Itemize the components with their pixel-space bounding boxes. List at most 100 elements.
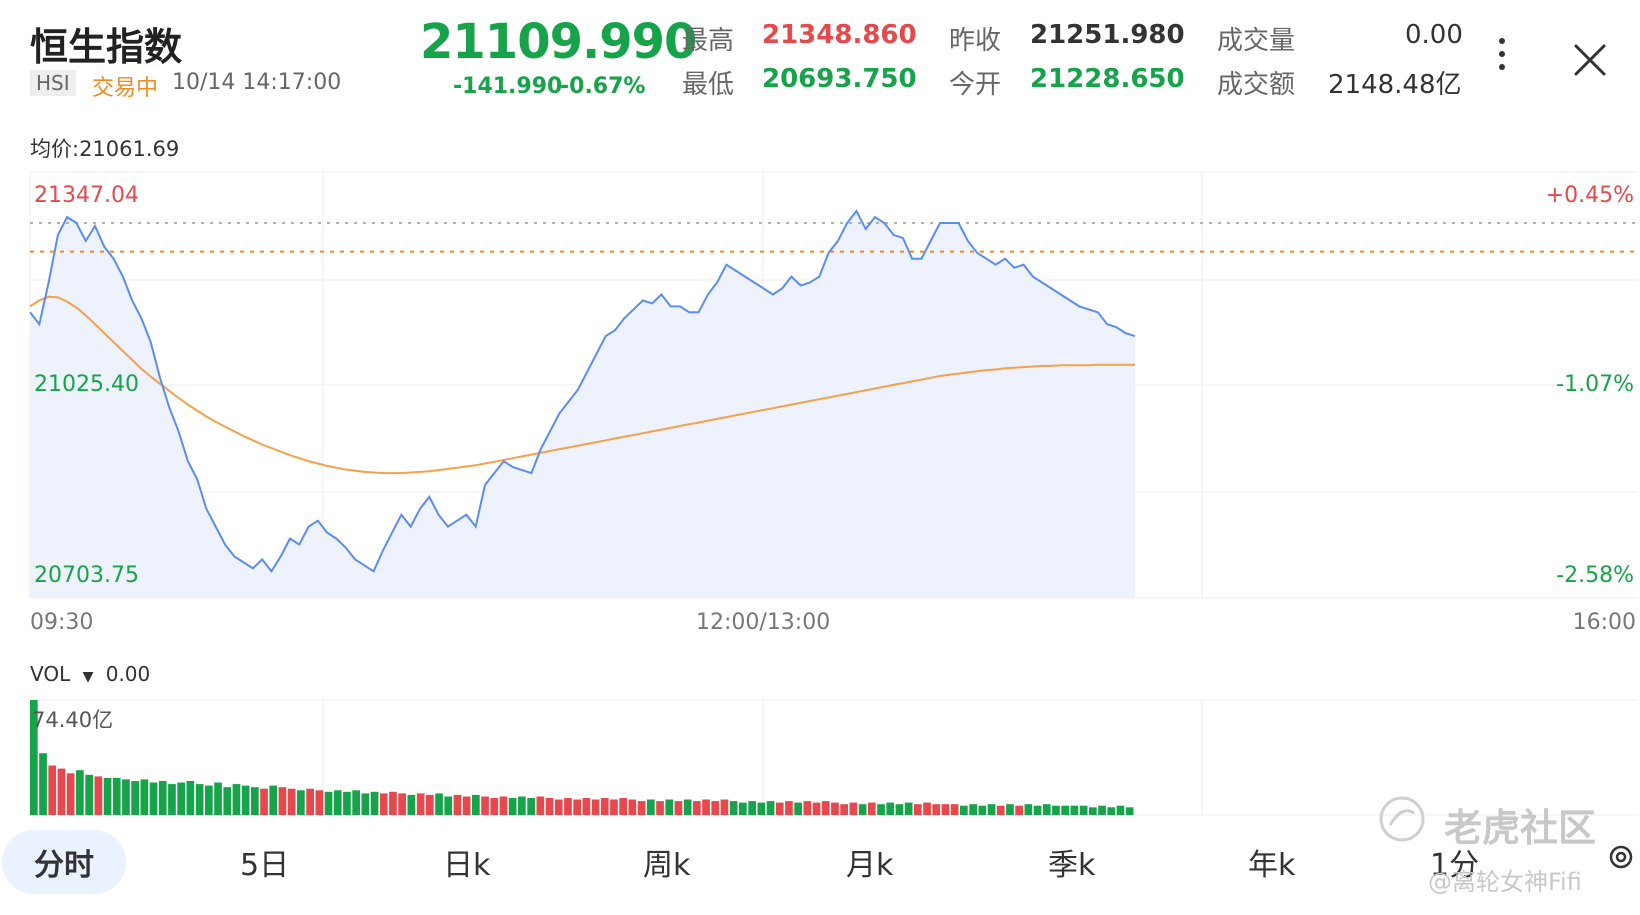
volume-bar: [398, 793, 406, 815]
volume-bar: [739, 802, 747, 815]
volume-max-label: 74.40亿: [32, 708, 114, 732]
period-tabs: 分时 5日 日k 周k 月k 季k 年k 1分: [0, 830, 1640, 910]
volume-bar: [168, 784, 176, 815]
tab-daily[interactable]: 日k: [443, 848, 491, 883]
volume-bar: [1079, 805, 1088, 815]
volume-bar: [453, 794, 462, 815]
volume-bar: [960, 805, 968, 815]
volume-bar: [914, 804, 922, 815]
more-options-icon[interactable]: [1494, 34, 1510, 84]
volume-bar: [462, 796, 471, 815]
volume-bar: [840, 804, 848, 815]
volume-bar: [131, 781, 139, 815]
volume-value: 0.00: [1405, 20, 1463, 50]
volume-bar: [729, 801, 738, 815]
volume-bar: [711, 801, 720, 815]
volume-bar: [232, 784, 241, 815]
open-value: 21228.650: [1030, 64, 1185, 94]
volume-bar: [389, 791, 397, 815]
volume-bar: [683, 799, 692, 815]
vol-label: VOL: [30, 662, 71, 686]
volume-bar: [591, 799, 600, 815]
volume-bar: [158, 781, 167, 815]
volume-bar: [757, 802, 766, 815]
volume-bar: [941, 804, 950, 815]
y-right-top-label: +0.45%: [1545, 183, 1634, 208]
volume-bar: [647, 799, 655, 815]
tab-1min[interactable]: 1分: [1430, 848, 1480, 883]
volume-bar: [969, 804, 977, 815]
volume-bar: [849, 802, 858, 815]
volume-bar: [287, 788, 296, 815]
volume-bar: [223, 787, 232, 815]
volume-bar: [122, 779, 130, 815]
low-value: 20693.750: [762, 64, 917, 94]
tiger-logo-icon: [1378, 795, 1426, 843]
volume-bar: [1024, 804, 1033, 815]
prev-close-label: 昨收: [949, 26, 1002, 56]
volume-bar: [831, 802, 839, 815]
tab-quarterly[interactable]: 季k: [1048, 848, 1096, 883]
open-label: 今开: [949, 70, 1002, 100]
volume-bar: [785, 801, 793, 815]
price-line: [29, 209, 1136, 574]
x-mid-label: 12:00/13:00: [696, 610, 831, 635]
volume-bar: [1107, 807, 1116, 815]
volume-bar: [821, 801, 830, 815]
volume-bar: [1116, 805, 1125, 815]
volume-bar: [343, 791, 351, 815]
volume-bar: [950, 804, 959, 815]
volume-bar: [720, 799, 729, 815]
volume-bar: [94, 776, 103, 815]
last-price: 21109.990: [420, 14, 697, 70]
volume-bar: [30, 700, 38, 815]
volume-bar: [665, 799, 674, 815]
turnover-value: 2148.48亿: [1328, 70, 1462, 100]
volume-bar: [57, 768, 66, 815]
datetime-label: 10/14 14:17:00: [172, 70, 342, 95]
tab-intraday[interactable]: 分时: [2, 830, 126, 894]
volume-bar: [444, 796, 453, 815]
volume-bar: [103, 777, 112, 815]
volume-bar: [858, 804, 867, 815]
symbol-badge: HSI: [30, 70, 76, 96]
volume-bar: [269, 785, 278, 815]
tab-yearly[interactable]: 年k: [1248, 848, 1296, 883]
volume-bar: [877, 804, 885, 815]
trading-status: 交易中: [92, 76, 159, 101]
y-right-mid-label: -1.07%: [1556, 372, 1634, 397]
volume-bar: [195, 784, 204, 815]
y-left-mid-label: 21025.40: [34, 372, 139, 397]
vol-indicator-selector[interactable]: VOL ▼ 0.00: [30, 662, 150, 686]
volume-bar: [361, 793, 370, 815]
tab-weekly[interactable]: 周k: [643, 848, 691, 883]
volume-bar: [1061, 805, 1069, 815]
volume-bar: [886, 802, 895, 815]
tab-monthly[interactable]: 月k: [846, 848, 894, 883]
high-label: 最高: [682, 26, 735, 56]
volume-bar: [85, 774, 93, 815]
volume-bar: [379, 793, 388, 815]
change-percent: -0.67%: [560, 74, 646, 99]
settings-icon[interactable]: [1608, 844, 1634, 870]
volume-bar: [932, 804, 941, 815]
volume-bar: [435, 793, 443, 815]
volume-bar: [1042, 804, 1051, 815]
volume-bar: [324, 791, 333, 815]
volume-bar: [1015, 805, 1023, 815]
volume-bar: [904, 802, 913, 815]
volume-bar: [619, 798, 627, 815]
x-end-label: 16:00: [1572, 610, 1636, 635]
close-icon[interactable]: [1570, 40, 1610, 80]
volume-bar: [545, 798, 554, 815]
volume-bar: [1006, 804, 1014, 815]
volume-label: 成交量: [1217, 26, 1296, 56]
tab-5day[interactable]: 5日: [240, 848, 290, 883]
volume-bar: [39, 753, 47, 815]
volume-bar: [149, 782, 158, 815]
volume-bar: [803, 801, 812, 815]
x-start-label: 09:30: [30, 610, 94, 635]
volume-bar: [600, 798, 609, 815]
volume-bar: [278, 787, 287, 815]
